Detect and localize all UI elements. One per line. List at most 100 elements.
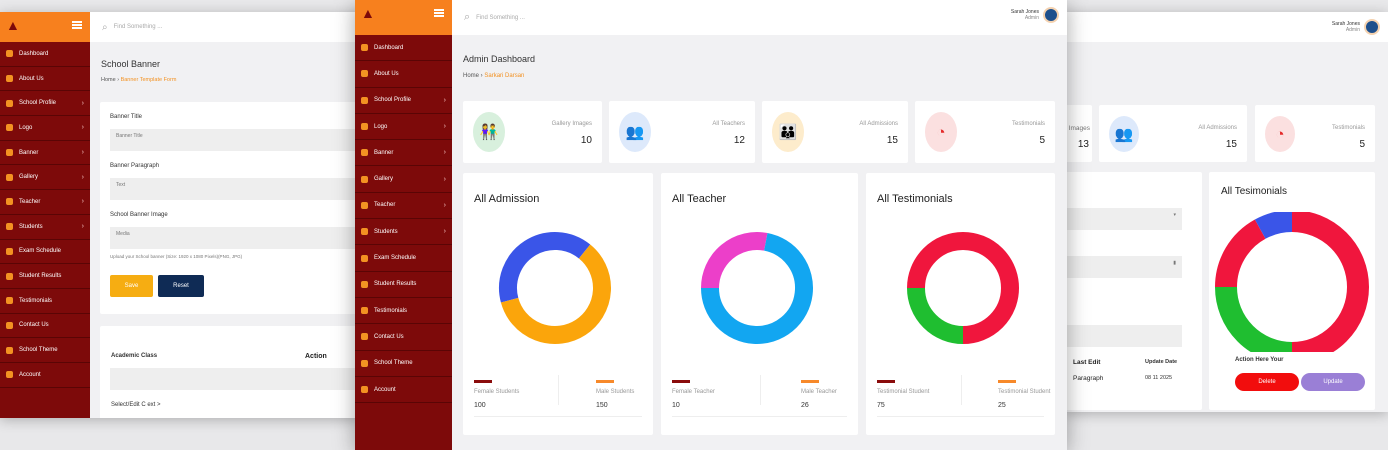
chart-title: All Admission — [474, 193, 540, 205]
reset-button[interactable]: Reset — [158, 275, 204, 297]
sidebar-item-testimonials[interactable]: Testimonials — [355, 298, 452, 325]
chevron-right-icon: › — [443, 123, 446, 131]
user-role: Admin — [1345, 27, 1360, 33]
select-input[interactable]: ▾ — [1065, 208, 1182, 230]
sidebar-item-dashboard[interactable]: Dashboard — [0, 42, 90, 67]
sidebar-item-student-results[interactable]: Student Results — [355, 272, 452, 298]
menu-item-icon — [6, 321, 13, 329]
user-menu[interactable]: Sarah Jones Admin — [1332, 19, 1380, 35]
sidebar-item-banner[interactable]: Banner › — [0, 141, 90, 166]
donut-slice[interactable] — [1215, 219, 1266, 288]
sidebar-item-gallery[interactable]: Gallery › — [355, 166, 452, 193]
legend-label: Male Teacher — [801, 389, 837, 395]
sidebar-item-about-us[interactable]: About Us — [0, 67, 90, 92]
sidebar-item-dashboard[interactable]: Dashboard — [355, 35, 452, 62]
sidebar-item-school-profile[interactable]: School Profile › — [0, 91, 90, 117]
table-header: Last Edit — [1073, 359, 1101, 366]
update-button[interactable]: Update — [1301, 373, 1365, 391]
donut-slice[interactable] — [499, 232, 591, 303]
menu-item-icon — [361, 201, 368, 209]
sidebar-item-teacher[interactable]: Teacher › — [0, 190, 90, 215]
donut-slice[interactable] — [907, 287, 964, 344]
group-icon: 👥 — [619, 112, 651, 152]
donut-slice[interactable] — [1215, 286, 1293, 352]
menu-item-icon — [361, 228, 368, 236]
delete-button[interactable]: Delete — [1235, 373, 1299, 391]
divider — [474, 416, 642, 417]
donut-slice[interactable] — [907, 232, 1019, 344]
divider — [960, 375, 962, 405]
donut-slice[interactable] — [701, 232, 813, 344]
donut-slice[interactable] — [500, 244, 611, 344]
banner-paragraph-label: Banner Paragraph — [110, 163, 160, 169]
edit-form-card: ▾ ▮ Last Edit Update Date Paragraph 08 1… — [1065, 172, 1202, 410]
top-bar: Sarah Jones Admin — [1065, 12, 1388, 42]
breadcrumb-home[interactable]: Home — [101, 77, 116, 83]
chart-card: All Testimonials Testimonial Student 75 T… — [866, 173, 1055, 435]
sidebar-item-account[interactable]: Account — [0, 363, 90, 388]
search-input[interactable]: Find Something ... — [476, 14, 525, 21]
banner-image-input[interactable]: Media — [110, 227, 360, 249]
sidebar-item-label: Contact Us — [374, 333, 404, 340]
sidebar-item-label: Banner — [19, 149, 39, 156]
sidebar-item-gallery[interactable]: Gallery › — [0, 165, 90, 191]
gauge-icon: ◔ — [925, 112, 957, 152]
menu-item-icon — [6, 75, 13, 83]
user-menu[interactable]: Sarah Jones Admin — [1011, 7, 1059, 23]
sidebar-item-logo[interactable]: Logo › — [0, 116, 90, 141]
sidebar-item-banner[interactable]: Banner › — [355, 140, 452, 167]
stat-value: 5 — [1039, 135, 1045, 146]
donut-chart — [907, 232, 1019, 344]
donut-slice[interactable] — [1254, 212, 1293, 240]
chevron-right-icon: › — [81, 223, 84, 231]
sidebar-item-school-theme[interactable]: School Theme — [0, 338, 90, 363]
sidebar-item-about-us[interactable]: About Us — [355, 61, 452, 88]
search-input[interactable]: Find Something ... — [113, 24, 163, 30]
sidebar-item-students[interactable]: Students › — [0, 215, 90, 240]
class-footer[interactable]: Select/Edit C ext > — [111, 402, 161, 408]
menu-icon[interactable] — [72, 21, 82, 29]
sidebar-item-exam-schedule[interactable]: Exam Schedule — [355, 245, 452, 272]
stat-card: 👪 All Admissions 15 — [762, 101, 908, 163]
user-name: Sarah Jones — [1331, 21, 1360, 27]
legend-value: 25 — [998, 402, 1006, 409]
menu-item-icon — [361, 149, 368, 157]
sidebar-item-school-theme[interactable]: School Theme — [355, 351, 452, 377]
legend-label: Male Students — [596, 389, 635, 395]
banner-paragraph-input[interactable]: Text — [110, 178, 360, 200]
chevron-right-icon: › — [81, 124, 84, 132]
chevron-right-icon: › — [443, 96, 446, 104]
sidebar-item-teacher[interactable]: Teacher › — [355, 193, 452, 220]
sidebar-item-contact-us[interactable]: Contact Us — [0, 314, 90, 339]
donut-slice[interactable] — [1291, 212, 1369, 352]
sidebar-item-contact-us[interactable]: Contact Us — [355, 324, 452, 351]
sidebar-item-testimonials[interactable]: Testimonials — [0, 289, 90, 314]
menu-icon[interactable] — [434, 9, 444, 17]
sidebar-item-school-profile[interactable]: School Profile › — [355, 88, 452, 114]
chevron-right-icon: › — [81, 198, 84, 206]
text-input[interactable] — [1065, 325, 1182, 347]
table-cell: 08 11 2025 — [1145, 375, 1173, 381]
date-input[interactable]: ▮ — [1065, 256, 1182, 278]
page-title: School Banner — [101, 59, 161, 69]
banner-title-input[interactable]: Banner Title — [110, 129, 360, 151]
logo-icon: ▲ — [361, 5, 375, 21]
chart-card: All Teacher Female Teacher 10 Male Teache… — [661, 173, 858, 435]
left-screen: ▲ Dashboard About Us School Profile › Logo › B… — [0, 12, 360, 418]
sidebar-item-exam-schedule[interactable]: Exam Schedule — [0, 240, 90, 265]
sidebar-item-account[interactable]: Account — [355, 377, 452, 404]
group-icon: 👥 — [1109, 116, 1139, 152]
right-screen: Sarah Jones Admin Images 13 👥 All Admission… — [1065, 12, 1388, 412]
sidebar-item-students[interactable]: Students › — [355, 219, 452, 246]
donut-slice[interactable] — [701, 232, 768, 289]
sidebar-item-student-results[interactable]: Student Results — [0, 264, 90, 289]
sidebar-item-label: Banner — [374, 149, 394, 156]
stat-value: 10 — [580, 135, 592, 146]
class-input[interactable] — [110, 368, 360, 390]
sidebar-item-logo[interactable]: Logo › — [355, 114, 452, 141]
sidebar-item-label: School Profile — [19, 100, 57, 107]
banner-image-label: School Banner Image — [110, 212, 168, 218]
donut-chart — [1215, 212, 1369, 352]
breadcrumb-home[interactable]: Home — [463, 73, 480, 79]
save-button[interactable]: Save — [110, 275, 153, 297]
